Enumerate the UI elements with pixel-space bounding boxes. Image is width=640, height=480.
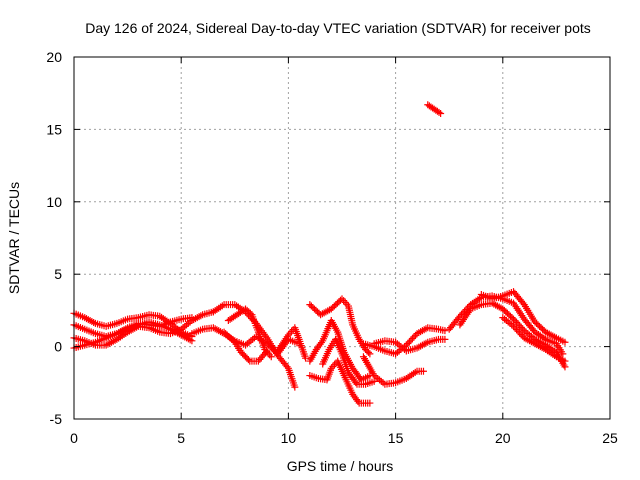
y-tick-label: 5 xyxy=(54,266,62,282)
tick-marks xyxy=(73,56,611,420)
data-point-marker xyxy=(456,312,464,320)
data-point-marker xyxy=(514,327,522,335)
data-point-marker xyxy=(267,353,275,361)
data-point-marker xyxy=(561,357,569,365)
data-point-marker xyxy=(188,337,196,345)
x-tick-label: 20 xyxy=(495,430,511,446)
data-point-marker xyxy=(408,335,416,343)
plot-frame xyxy=(73,56,611,420)
data-point-marker xyxy=(508,314,516,322)
data-point-marker xyxy=(511,324,519,332)
data-point-marker xyxy=(291,383,299,391)
data-point-marker xyxy=(302,354,310,362)
data-points xyxy=(70,101,569,407)
data-point-marker xyxy=(517,331,525,339)
x-tick-label: 10 xyxy=(281,430,297,446)
data-point-marker xyxy=(283,363,291,371)
data-point-marker xyxy=(407,336,415,344)
data-point-marker xyxy=(263,347,271,355)
data-point-marker xyxy=(516,322,524,330)
y-tick-label: 20 xyxy=(46,49,62,65)
x-tick-labels: 0 5 10 15 20 25 xyxy=(70,430,618,446)
data-point-marker xyxy=(510,322,518,330)
data-point-marker xyxy=(510,315,518,323)
data-point-marker xyxy=(364,348,372,356)
data-point-marker xyxy=(262,349,270,357)
y-tick-labels: -5 0 5 10 15 20 xyxy=(46,49,62,427)
data-point-marker xyxy=(366,350,374,358)
data-point-marker xyxy=(441,327,449,335)
data-point-marker xyxy=(366,399,374,407)
data-point-marker xyxy=(405,338,413,346)
data-point-marker xyxy=(246,309,254,317)
data-point-marker xyxy=(435,108,443,116)
y-tick-label: -5 xyxy=(50,411,63,427)
data-point-marker xyxy=(519,299,527,307)
data-point-marker xyxy=(441,335,449,343)
y-axis-label: SDTVAR / TECUs xyxy=(6,182,22,294)
data-point-marker xyxy=(517,323,525,331)
y-tick-label: 10 xyxy=(46,194,62,210)
x-axis-label: GPS time / hours xyxy=(287,458,394,474)
data-point-marker xyxy=(513,318,521,326)
data-point-marker xyxy=(514,320,522,328)
data-point-marker xyxy=(419,367,427,375)
data-point-marker xyxy=(561,338,569,346)
data-point-marker xyxy=(404,339,412,347)
x-tick-label: 5 xyxy=(177,430,185,446)
data-point-marker xyxy=(352,379,360,387)
y-tick-label: 0 xyxy=(54,339,62,355)
data-point-marker xyxy=(244,356,252,364)
data-point-marker xyxy=(519,325,527,333)
chart-title: Day 126 of 2024, Sidereal Day-to-day VTE… xyxy=(85,20,591,36)
data-point-marker xyxy=(188,314,196,322)
x-tick-label: 0 xyxy=(70,430,78,446)
grid xyxy=(74,57,610,419)
x-tick-label: 25 xyxy=(602,430,618,446)
data-point-marker xyxy=(437,109,445,117)
x-tick-label: 15 xyxy=(388,430,404,446)
data-point-marker xyxy=(410,333,418,341)
data-point-marker xyxy=(516,329,524,337)
data-point-marker xyxy=(513,326,521,334)
data-point-marker xyxy=(511,317,519,325)
y-tick-label: 15 xyxy=(46,121,62,137)
